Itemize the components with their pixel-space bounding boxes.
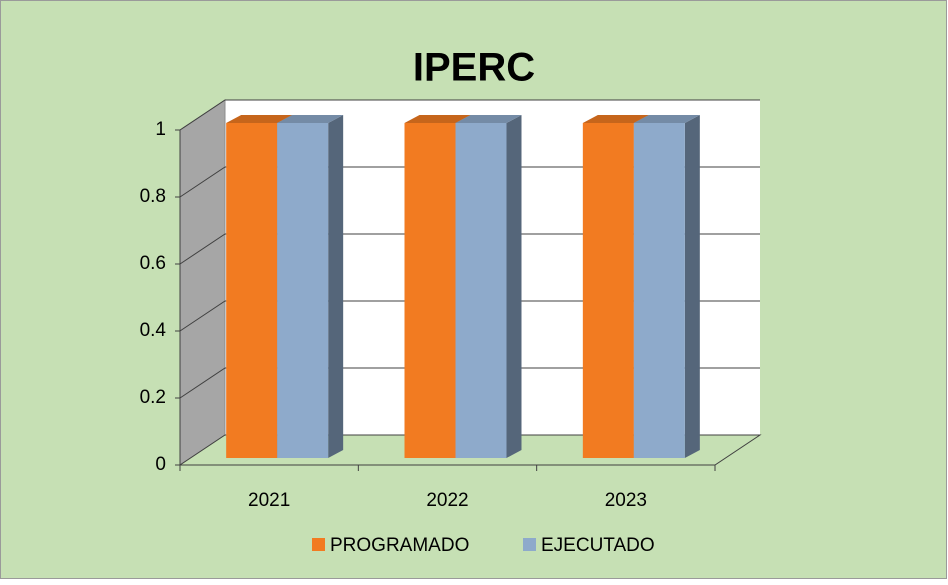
bar-front: [277, 123, 329, 458]
bar-front: [633, 123, 685, 458]
grid: [179, 99, 760, 399]
grid-line: [179, 233, 760, 265]
bar-front: [226, 123, 278, 458]
bar-side: [506, 115, 522, 458]
grid-line: [179, 166, 760, 198]
bar-top: [455, 115, 522, 123]
bar-front: [404, 123, 456, 458]
y-tick-label: 0.8: [140, 186, 166, 207]
grid-line: [179, 99, 760, 131]
bar-top: [582, 115, 649, 123]
bar: [277, 115, 344, 458]
y-tick-label: 0.6: [140, 253, 166, 274]
legend: PROGRAMADO EJECUTADO: [312, 535, 655, 556]
x-tick-label: 2021: [248, 490, 290, 511]
legend-swatch: [312, 538, 325, 551]
side-wall: [179, 99, 226, 466]
bar-front: [582, 123, 634, 458]
x-tick-label: 2022: [426, 490, 468, 511]
y-tick-label: 0: [155, 454, 166, 475]
bar: [455, 115, 522, 458]
legend-swatch: [523, 538, 536, 551]
bars: [226, 115, 700, 458]
bar-side: [328, 115, 344, 458]
legend-label: PROGRAMADO: [330, 535, 469, 556]
grid-line: [179, 300, 760, 332]
bar: [633, 115, 700, 458]
bar-side: [684, 115, 700, 458]
y-tick-label: 0.2: [140, 387, 166, 408]
chart-title: IPERC: [413, 46, 535, 90]
bar-top: [226, 115, 293, 123]
grid-line: [179, 367, 760, 399]
legend-label: EJECUTADO: [541, 535, 655, 556]
x-tick-label: 2023: [605, 490, 647, 511]
axes: 0 0.2 0.4 0.6 0.8 1 2021 2022 2023: [140, 119, 716, 511]
bar-front: [455, 123, 507, 458]
bar-top: [633, 115, 700, 123]
bar-top: [404, 115, 471, 123]
y-tick-label: 0.4: [140, 320, 167, 341]
bar-top: [277, 115, 344, 123]
y-tick-label: 1: [155, 119, 166, 140]
